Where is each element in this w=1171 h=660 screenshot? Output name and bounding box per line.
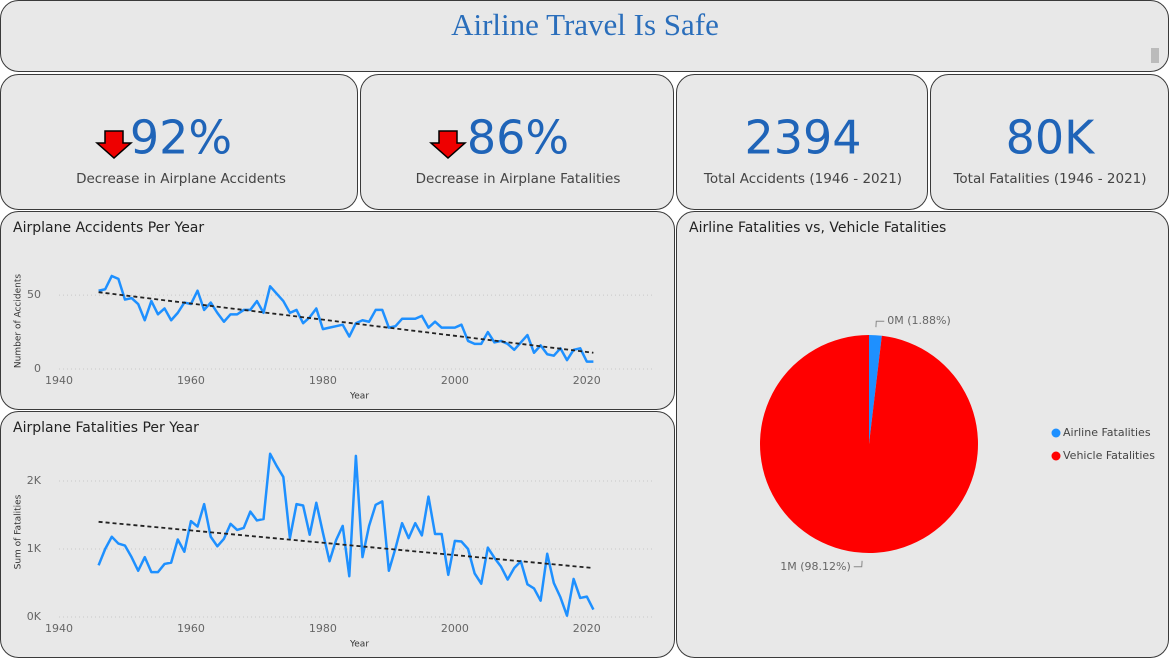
kpi-card (676, 74, 928, 210)
down-arrow (95, 130, 133, 160)
legend-label: Vehicle Fatalities (1063, 449, 1155, 462)
data-label: 1M (98.12%) (780, 560, 851, 573)
x-tick-label: 2000 (441, 622, 469, 635)
x-tick-label: 2020 (573, 374, 601, 387)
y-axis-title: Number of Accidents (14, 274, 24, 368)
chart-title: Airplane Accidents Per Year (13, 220, 204, 236)
kpi-label: Total Fatalities (1946 - 2021) (952, 171, 1146, 187)
leader-line (875, 320, 885, 328)
data-line (97, 452, 595, 617)
scrollbar (1151, 48, 1159, 63)
kpi-card (0, 74, 358, 210)
page-title: Airline Travel Is Safe (451, 7, 719, 42)
x-tick-label: 1980 (309, 374, 337, 387)
chart-panel (0, 211, 675, 410)
chart-title: Airline Fatalities vs, Vehicle Fatalitie… (689, 220, 946, 236)
down-arrow (429, 130, 467, 160)
kpi-value: 2394 (744, 111, 861, 165)
y-tick-label: 50 (27, 288, 41, 301)
x-tick-label: 1940 (45, 374, 73, 387)
x-tick-label: 1960 (177, 622, 205, 635)
kpi-card (930, 74, 1169, 210)
y-tick-label: 2K (27, 474, 42, 487)
trend-line (98, 520, 594, 569)
y-tick-label: 1K (27, 542, 42, 555)
kpi-label: Decrease in Airplane Accidents (76, 171, 286, 187)
y-tick-label: 0 (34, 362, 41, 375)
x-tick-label: 2020 (573, 622, 601, 635)
pie-slice (759, 335, 978, 553)
y-tick-label: 0K (27, 610, 42, 623)
x-tick-label: 1980 (309, 622, 337, 635)
y-axis-title: Sum of Fatalities (14, 494, 24, 569)
data-label: 0M (1.88%) (887, 314, 951, 327)
legend-marker (1051, 451, 1061, 461)
x-tick-label: 2000 (441, 374, 469, 387)
kpi-value: 86% (467, 111, 569, 165)
data-line (98, 274, 594, 363)
kpi-value: 80K (1006, 111, 1097, 165)
pie-slice (869, 334, 882, 444)
chart-title: Airplane Fatalities Per Year (13, 420, 199, 436)
kpi-value: 92% (130, 111, 232, 165)
kpi-card (360, 74, 674, 210)
x-axis-title: Year (349, 640, 369, 650)
x-tick-label: 1960 (177, 374, 205, 387)
title-panel (0, 0, 1169, 72)
legend-marker (1051, 428, 1061, 438)
x-axis-title: Year (349, 392, 369, 402)
kpi-label: Total Accidents (1946 - 2021) (703, 171, 902, 187)
kpi-label: Decrease in Airplane Fatalities (416, 171, 621, 187)
legend-label: Airline Fatalities (1063, 426, 1151, 439)
leader-line (853, 560, 863, 568)
x-tick-label: 1940 (45, 622, 73, 635)
trend-line (98, 291, 594, 354)
